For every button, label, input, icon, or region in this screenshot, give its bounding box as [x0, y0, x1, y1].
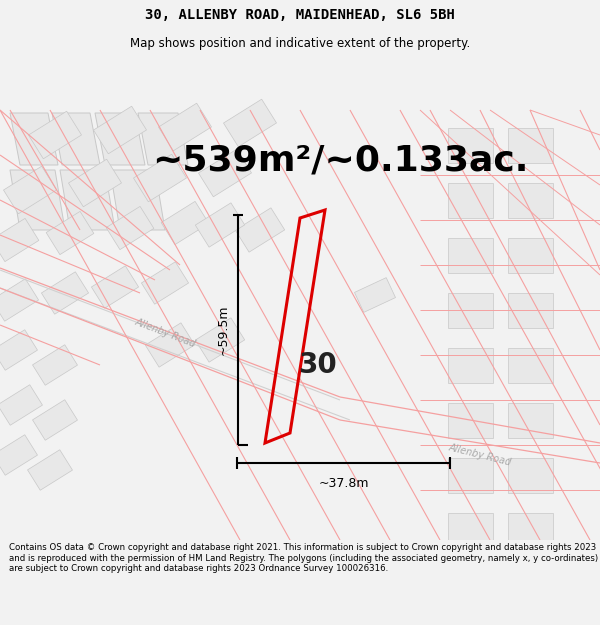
Polygon shape — [224, 99, 277, 147]
Polygon shape — [28, 450, 73, 490]
Text: Map shows position and indicative extent of the property.: Map shows position and indicative extent… — [130, 38, 470, 51]
Polygon shape — [138, 113, 188, 165]
Polygon shape — [46, 211, 94, 254]
Polygon shape — [32, 400, 77, 440]
Polygon shape — [448, 127, 493, 162]
Polygon shape — [355, 278, 395, 312]
Polygon shape — [508, 238, 553, 272]
Polygon shape — [0, 385, 43, 425]
Polygon shape — [29, 111, 82, 159]
Text: ~59.5m: ~59.5m — [217, 305, 230, 355]
Text: Allenby Road: Allenby Road — [448, 442, 512, 468]
Polygon shape — [10, 113, 58, 165]
Polygon shape — [508, 182, 553, 218]
Polygon shape — [508, 292, 553, 328]
Polygon shape — [508, 512, 553, 548]
Polygon shape — [68, 159, 121, 207]
Polygon shape — [508, 348, 553, 382]
Polygon shape — [0, 218, 39, 262]
Polygon shape — [60, 170, 115, 230]
Polygon shape — [196, 203, 245, 247]
Polygon shape — [41, 272, 89, 314]
Polygon shape — [10, 170, 65, 230]
Polygon shape — [91, 266, 139, 308]
Text: 30, ALLENBY ROAD, MAIDENHEAD, SL6 5BH: 30, ALLENBY ROAD, MAIDENHEAD, SL6 5BH — [145, 8, 455, 22]
Text: ~37.8m: ~37.8m — [318, 477, 369, 490]
Polygon shape — [142, 262, 188, 304]
Polygon shape — [95, 113, 145, 165]
Text: Allenby Road: Allenby Road — [133, 317, 197, 349]
Polygon shape — [448, 512, 493, 548]
Polygon shape — [508, 458, 553, 492]
Polygon shape — [0, 435, 37, 475]
Polygon shape — [32, 345, 77, 385]
Polygon shape — [448, 458, 493, 492]
Polygon shape — [134, 154, 187, 202]
Polygon shape — [0, 279, 38, 321]
Polygon shape — [508, 402, 553, 437]
Polygon shape — [508, 127, 553, 162]
Text: 30: 30 — [299, 351, 337, 379]
Polygon shape — [52, 113, 100, 165]
Polygon shape — [110, 170, 165, 230]
Polygon shape — [145, 323, 194, 367]
Polygon shape — [94, 106, 146, 154]
Polygon shape — [199, 149, 251, 197]
Polygon shape — [196, 318, 245, 362]
Text: ~539m²/~0.133ac.: ~539m²/~0.133ac. — [152, 143, 528, 177]
Polygon shape — [158, 103, 211, 151]
Polygon shape — [161, 201, 209, 244]
Polygon shape — [448, 292, 493, 328]
Polygon shape — [448, 238, 493, 272]
Polygon shape — [4, 166, 56, 214]
Polygon shape — [448, 182, 493, 218]
Polygon shape — [0, 330, 37, 370]
Polygon shape — [448, 402, 493, 437]
Polygon shape — [235, 208, 284, 252]
Text: Contains OS data © Crown copyright and database right 2021. This information is : Contains OS data © Crown copyright and d… — [9, 543, 598, 573]
Polygon shape — [448, 348, 493, 382]
Polygon shape — [106, 206, 154, 249]
